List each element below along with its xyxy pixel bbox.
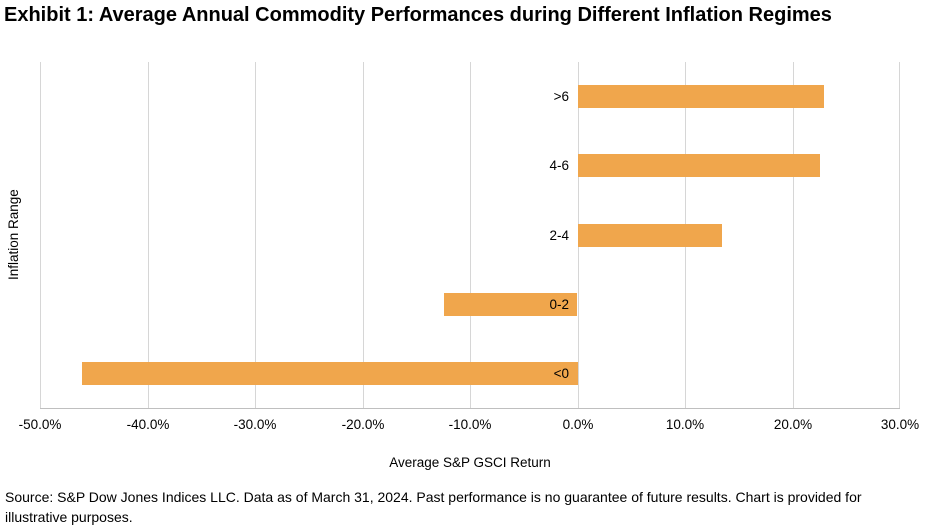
gridline (255, 62, 256, 408)
x-tick-label: 20.0% (773, 417, 813, 432)
bar (444, 293, 577, 316)
x-tick-label: 0.0% (562, 417, 594, 432)
y-axis-title: Inflation Range (6, 189, 21, 281)
gridline (793, 62, 794, 408)
x-tick-label: -10.0% (448, 417, 492, 432)
category-label: 0-2 (549, 297, 569, 312)
source-note: Source: S&P Dow Jones Indices LLC. Data … (5, 489, 862, 525)
category-label: 4-6 (549, 158, 569, 173)
x-tick-label: -30.0% (233, 417, 277, 432)
bar (82, 362, 578, 385)
x-tick-label: -50.0% (18, 417, 62, 432)
x-tick-label: -20.0% (341, 417, 385, 432)
gridline (40, 62, 41, 408)
x-tick-label: -40.0% (126, 417, 170, 432)
category-label: >6 (553, 89, 569, 104)
x-tick-label: 10.0% (665, 417, 705, 432)
x-tick-label: 30.0% (880, 417, 920, 432)
plot-area: >6 4-6 2-4 0-2 <0 (40, 62, 900, 409)
bar (578, 224, 722, 247)
x-axis-title: Average S&P GSCI Return (389, 455, 551, 470)
bar (578, 85, 824, 108)
chart-title: Exhibit 1: Average Annual Commodity Perf… (4, 4, 832, 26)
x-axis-tick-labels: -50.0% -40.0% -30.0% -20.0% -10.0% 0.0% 10.0% 2… (19, 417, 920, 435)
gridline (363, 62, 364, 408)
gridline (148, 62, 149, 408)
category-label: 2-4 (549, 228, 569, 243)
category-label: <0 (553, 366, 569, 381)
gridline (470, 62, 471, 408)
bar (578, 154, 820, 177)
gridline (899, 62, 900, 408)
